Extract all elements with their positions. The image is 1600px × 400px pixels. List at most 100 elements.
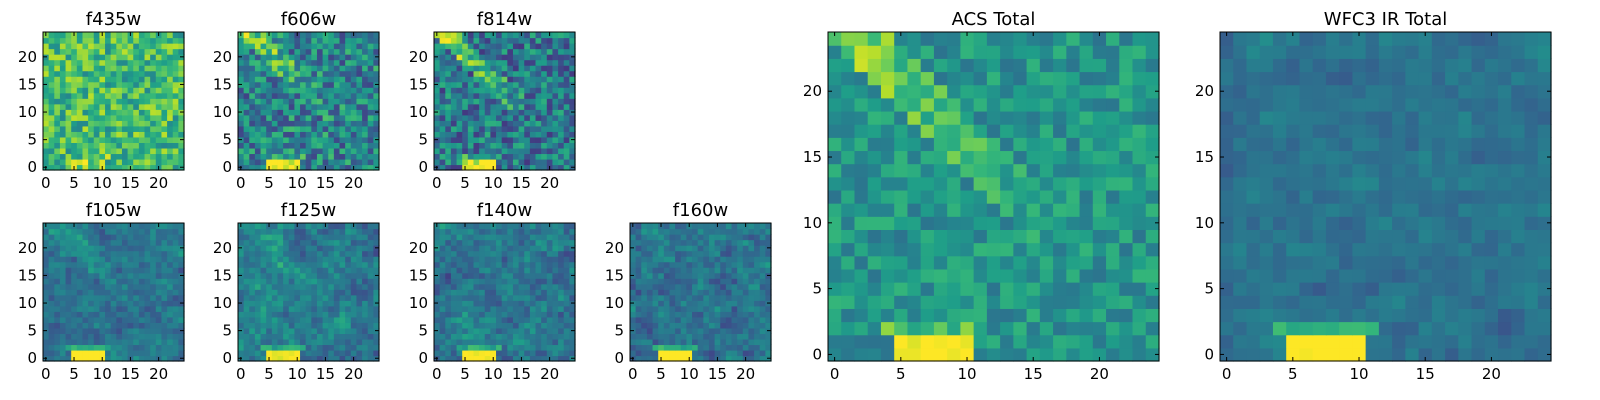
heatmap-cell <box>680 305 687 312</box>
heatmap-cell <box>434 316 441 323</box>
heatmap-cell <box>266 59 273 66</box>
heatmap-cell <box>167 131 174 138</box>
heatmap-cell <box>48 349 55 357</box>
heatmap-cell <box>345 245 352 252</box>
heatmap-cell <box>305 349 312 357</box>
heatmap-cell <box>71 256 78 263</box>
heatmap-cell <box>841 203 856 217</box>
heatmap-cell <box>450 164 458 171</box>
heatmap-cell <box>116 103 123 110</box>
heatmap-cell <box>754 272 761 279</box>
heatmap-cell <box>450 234 458 241</box>
heatmap-cell <box>243 114 250 121</box>
heatmap-cell <box>630 267 637 274</box>
heatmap-cell <box>484 87 491 94</box>
heatmap-cell <box>907 347 922 362</box>
heatmap-cell <box>345 32 352 39</box>
heatmap-cell <box>71 120 78 127</box>
heatmap-cell <box>76 158 84 166</box>
heatmap-cell <box>93 81 100 88</box>
heatmap-cell <box>558 245 565 252</box>
heatmap-cell <box>138 223 146 230</box>
heatmap-cell <box>260 65 267 72</box>
heatmap-cell <box>161 228 168 235</box>
heatmap-cell <box>76 223 84 230</box>
heatmap-cell <box>172 305 179 312</box>
heatmap-cell <box>322 92 329 99</box>
heatmap-cell <box>238 120 245 127</box>
heatmap-cell <box>138 327 146 334</box>
heatmap-cell <box>356 245 363 252</box>
heatmap-cell <box>238 311 245 318</box>
heatmap-cell <box>490 311 497 318</box>
heatmap-cell <box>316 228 324 235</box>
heatmap-cell <box>692 261 699 268</box>
heatmap-cell <box>288 261 295 268</box>
heatmap-cell <box>535 322 542 329</box>
heatmap-cell <box>71 147 78 155</box>
heatmap-cell <box>238 125 245 132</box>
heatmap-cell <box>133 327 140 334</box>
heatmap-cell <box>507 327 514 334</box>
heatmap-cell <box>345 37 352 44</box>
heatmap-cell <box>563 120 570 127</box>
heatmap-cell <box>535 327 542 334</box>
heatmap-cell <box>339 311 346 318</box>
heatmap-cell <box>362 344 369 351</box>
heatmap-cell <box>737 344 744 351</box>
heatmap-cell <box>243 59 250 66</box>
heatmap-cell <box>133 70 140 77</box>
heatmap-cell <box>167 300 174 307</box>
heatmap-cell <box>529 272 537 279</box>
heatmap-cell <box>467 278 475 285</box>
heatmap-cell <box>512 316 520 323</box>
heatmap-cell <box>479 70 486 77</box>
heatmap-cell <box>524 294 531 301</box>
heatmap-cell <box>720 228 727 235</box>
heatmap-cell <box>518 316 525 323</box>
heatmap-cell <box>445 164 452 171</box>
heatmap-cell <box>266 103 273 110</box>
heatmap-cell <box>121 76 129 83</box>
heatmap-cell <box>339 234 346 241</box>
heatmap-cell <box>479 239 486 246</box>
heatmap-cell <box>266 289 273 296</box>
heatmap-cell <box>1039 295 1054 309</box>
heatmap-cell <box>271 59 279 66</box>
heatmap-cell <box>121 349 129 357</box>
heatmap-cell <box>646 283 654 290</box>
heatmap-cell <box>288 81 295 88</box>
heatmap-cell <box>658 283 665 290</box>
heatmap-cell <box>1039 203 1054 217</box>
heatmap-cell <box>356 164 363 171</box>
heatmap-cell <box>356 81 363 88</box>
heatmap-cell <box>288 153 295 160</box>
heatmap-cell <box>692 355 699 362</box>
heatmap-cell <box>708 267 716 274</box>
heatmap-cell <box>546 305 554 312</box>
heatmap-cell <box>249 311 256 318</box>
heatmap-cell <box>1039 308 1054 323</box>
heatmap-cell <box>462 294 469 301</box>
heatmap-cell <box>59 158 67 166</box>
heatmap-cell <box>76 261 84 268</box>
heatmap-cell <box>249 327 256 334</box>
heatmap-cell <box>742 267 750 274</box>
heatmap-cell <box>93 103 100 110</box>
x-tick-label: 20 <box>540 365 559 383</box>
heatmap-cell <box>167 344 174 351</box>
heatmap-cell <box>552 87 559 94</box>
x-tick-label: 20 <box>540 174 559 192</box>
heatmap-cell <box>144 294 151 301</box>
heatmap-cell <box>535 32 542 39</box>
heatmap-cell <box>105 120 112 127</box>
heatmap-cell <box>277 147 284 155</box>
heatmap-cell <box>294 305 301 312</box>
heatmap-cell <box>450 305 458 312</box>
heatmap-cell <box>535 81 542 88</box>
heatmap-cell <box>277 327 284 334</box>
heatmap-cell <box>178 278 185 285</box>
heatmap-cell <box>238 294 245 301</box>
heatmap-cell <box>456 120 463 127</box>
